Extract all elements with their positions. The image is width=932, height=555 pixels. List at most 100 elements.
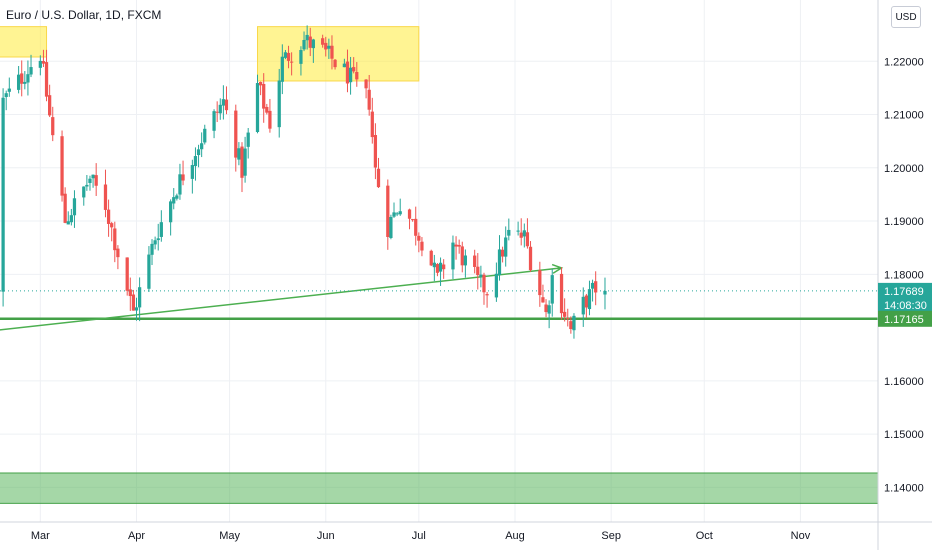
- candle: [519, 218, 523, 246]
- candle-body: [392, 212, 396, 217]
- price-tick-label: 1.19000: [884, 216, 924, 228]
- candle: [364, 79, 368, 99]
- candle-body: [330, 45, 334, 59]
- candle: [476, 253, 480, 290]
- candle: [26, 60, 30, 96]
- candle-body: [60, 136, 64, 196]
- candle-body: [234, 110, 238, 158]
- support-price-badge: [878, 310, 932, 327]
- candle-body: [352, 67, 356, 72]
- candle-body: [308, 36, 312, 48]
- currency-button[interactable]: USD: [891, 6, 921, 28]
- time-axis-panel[interactable]: [0, 522, 932, 550]
- candle: [451, 235, 455, 280]
- candle: [414, 206, 418, 246]
- candle-body: [435, 264, 440, 273]
- time-tick-label: Aug: [505, 530, 525, 542]
- candle: [500, 246, 505, 263]
- candle: [116, 245, 120, 270]
- candle-body: [494, 273, 499, 298]
- price-tick-label: 1.20000: [884, 163, 924, 175]
- candle: [460, 241, 464, 273]
- candle: [193, 147, 198, 181]
- candle: [153, 236, 157, 250]
- candle-body: [1, 97, 5, 292]
- candle: [103, 169, 108, 218]
- candle-body: [215, 111, 219, 113]
- candle-body: [125, 257, 129, 291]
- candle: [203, 124, 207, 145]
- candle: [370, 97, 374, 144]
- candle: [485, 291, 489, 308]
- candle-body: [66, 221, 70, 225]
- candle: [221, 85, 226, 120]
- resistance-zone[interactable]: [0, 26, 48, 58]
- candle-body: [504, 237, 508, 257]
- candle-body: [246, 132, 250, 147]
- candle: [333, 58, 337, 70]
- candle: [525, 218, 530, 249]
- candle: [159, 210, 163, 242]
- candle-body: [497, 249, 502, 275]
- candle: [516, 221, 520, 236]
- candle-body: [479, 274, 483, 277]
- demand-zone[interactable]: [0, 472, 879, 504]
- price-tick-label: 1.22000: [884, 56, 924, 68]
- candle-body: [200, 143, 204, 150]
- candle: [590, 279, 595, 302]
- candle: [128, 277, 132, 311]
- candle: [528, 241, 533, 272]
- candle-body: [590, 282, 595, 289]
- candle-body: [407, 209, 412, 219]
- candle-body: [581, 296, 585, 315]
- candle-body: [159, 222, 163, 237]
- candle-body: [131, 294, 136, 311]
- trendline[interactable]: [0, 267, 562, 331]
- candle-body: [103, 184, 108, 210]
- candle: [85, 175, 89, 191]
- candle-body: [51, 117, 55, 136]
- candle: [268, 98, 272, 133]
- candle: [41, 49, 46, 68]
- candle: [277, 68, 281, 138]
- candle-body: [203, 128, 207, 143]
- symbol-title[interactable]: Euro / U.S. Dollar, 1D, FXCM: [6, 8, 162, 22]
- candle: [4, 90, 8, 111]
- price-tick-label: 1.15000: [884, 429, 924, 441]
- candle-body: [454, 244, 458, 247]
- candle-body: [41, 61, 46, 64]
- candle-body: [370, 111, 374, 138]
- candle: [147, 246, 151, 292]
- time-tick-label: May: [219, 530, 240, 542]
- candle-body: [150, 243, 154, 255]
- candle-body: [451, 242, 455, 270]
- candle-body: [345, 61, 350, 84]
- candle: [305, 25, 309, 50]
- candle: [417, 232, 421, 253]
- candle: [72, 190, 77, 228]
- candle-body: [463, 255, 467, 266]
- candle: [190, 159, 194, 194]
- candle: [587, 280, 592, 316]
- candle-body: [321, 38, 325, 45]
- candle: [237, 142, 241, 166]
- candle-body: [519, 232, 523, 238]
- candle-body: [258, 81, 263, 86]
- time-tick-label: Jul: [412, 530, 426, 542]
- candle: [432, 254, 436, 282]
- candle-body: [4, 93, 8, 97]
- candle: [482, 272, 486, 305]
- candle: [538, 261, 542, 307]
- candle-body: [429, 250, 433, 266]
- candle-body: [442, 264, 446, 270]
- candle: [234, 104, 238, 172]
- candle-body: [137, 287, 142, 308]
- price-axis-panel[interactable]: [878, 0, 932, 550]
- candle-body: [82, 186, 86, 198]
- candle-body: [85, 184, 89, 187]
- candle-body: [367, 89, 371, 110]
- candle-body: [44, 62, 49, 97]
